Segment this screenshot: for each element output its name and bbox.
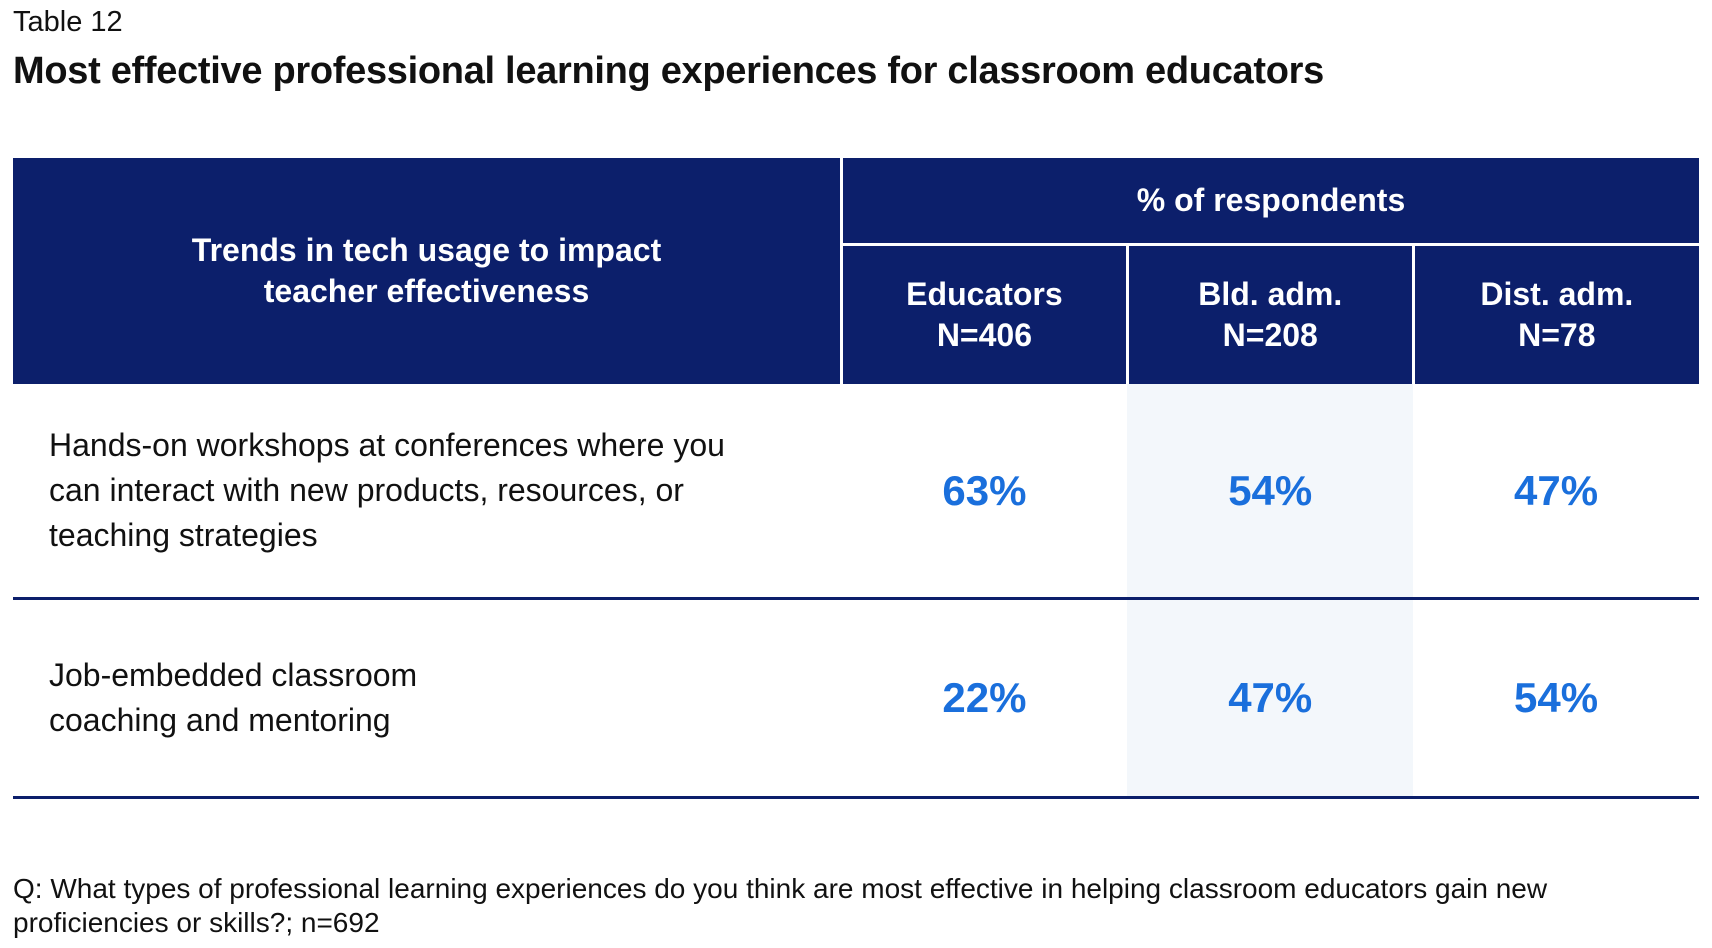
column-name: Dist. adm.	[1480, 276, 1634, 312]
column-n: N=208	[1222, 317, 1318, 353]
table-label: Table 12	[13, 6, 123, 38]
row-label-cell: Job-embedded classroom coaching and ment…	[13, 598, 842, 799]
table-row: Hands-on workshops at conferences where …	[13, 384, 1699, 600]
table-row: Job-embedded classroom coaching and ment…	[13, 598, 1699, 799]
row-label-cell: Hands-on workshops at conferences where …	[13, 384, 842, 600]
column-header: Bld. adm. N=208	[1125, 244, 1414, 384]
footnote: Q: What types of professional learning e…	[13, 873, 1548, 938]
value-cell: 54%	[1127, 384, 1414, 600]
value-cell: 22%	[841, 598, 1128, 799]
value-cell: 47%	[1413, 384, 1699, 600]
row-header-text: Trends in tech usage to impact teacher e…	[191, 232, 662, 309]
value-cell: 63%	[841, 384, 1128, 600]
column-n: N=406	[936, 317, 1032, 353]
value-cell: 54%	[1413, 598, 1699, 799]
title: Most effective professional learning exp…	[13, 50, 1324, 92]
value-cell: 47%	[1127, 598, 1414, 799]
column-n: N=78	[1518, 317, 1596, 353]
table: Trends in tech usage to impact teacher e…	[13, 158, 1699, 799]
row-header: Trends in tech usage to impact teacher e…	[13, 158, 843, 384]
group-header: % of respondents	[841, 158, 1699, 246]
column-name: Bld. adm.	[1198, 276, 1343, 312]
row-label: Hands-on workshops at conferences where …	[49, 427, 725, 553]
column-name: Educators	[906, 276, 1063, 312]
row-label: Job-embedded classroom coaching and ment…	[49, 657, 418, 738]
column-header: Dist. adm. N=78	[1411, 244, 1699, 384]
column-header: Educators N=406	[841, 244, 1128, 384]
